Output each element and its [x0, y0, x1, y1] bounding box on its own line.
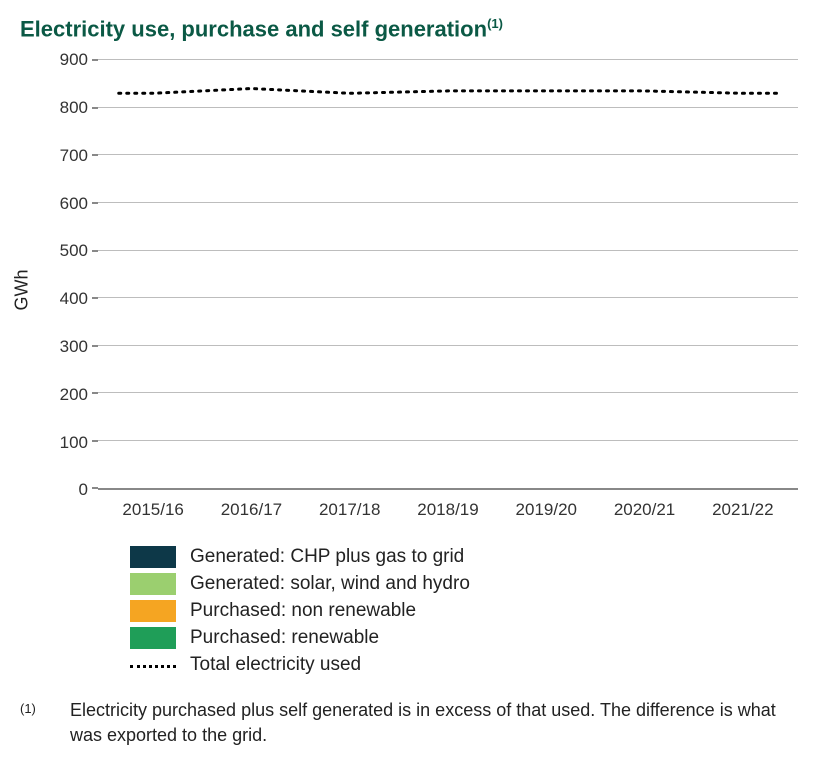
x-tick-label: 2020/21 [595, 494, 693, 520]
y-tick-label: 700 [60, 146, 88, 166]
x-tick-label: 2019/20 [497, 494, 595, 520]
grid-line [98, 202, 798, 203]
legend-item: Generated: solar, wind and hydro [130, 573, 802, 595]
legend-swatch-line [130, 654, 176, 676]
legend-label: Total electricity used [190, 654, 361, 676]
grid-line [98, 345, 798, 346]
bar-slot [301, 60, 399, 488]
y-tick-label: 300 [60, 337, 88, 357]
legend-label: Generated: CHP plus gas to grid [190, 546, 464, 568]
bar-slot [104, 60, 202, 488]
grid-line [98, 297, 798, 298]
y-axis-label: GWh [12, 270, 33, 311]
bars-container [98, 60, 798, 488]
footnote-marker: (1) [20, 698, 70, 747]
y-tick-label: 500 [60, 241, 88, 261]
y-tick-label: 600 [60, 194, 88, 214]
x-tick-label: 2017/18 [301, 494, 399, 520]
legend-swatch [130, 546, 176, 568]
plot-region [98, 60, 798, 490]
footnote: (1) Electricity purchased plus self gene… [20, 698, 802, 747]
y-tick-label: 800 [60, 98, 88, 118]
chart-title-text: Electricity use, purchase and self gener… [20, 16, 487, 41]
legend-swatch [130, 600, 176, 622]
x-tick-label: 2021/22 [694, 494, 792, 520]
chart-title-super: (1) [487, 16, 503, 31]
grid-line [98, 154, 798, 155]
legend-swatch [130, 627, 176, 649]
y-axis-ticks: 0100200300400500600700800900 [48, 60, 94, 490]
legend-item: Purchased: renewable [130, 627, 802, 649]
legend: Generated: CHP plus gas to grid Generated… [130, 546, 802, 676]
footnote-text: Electricity purchased plus self generate… [70, 698, 802, 747]
y-tick-label: 100 [60, 433, 88, 453]
legend-label: Purchased: renewable [190, 627, 379, 649]
legend-item: Purchased: non renewable [130, 600, 802, 622]
legend-label: Generated: solar, wind and hydro [190, 573, 470, 595]
y-tick-label: 200 [60, 385, 88, 405]
bar-slot [595, 60, 693, 488]
bar-slot [694, 60, 792, 488]
legend-swatch [130, 573, 176, 595]
y-tick-label: 900 [60, 50, 88, 70]
grid-line [98, 107, 798, 108]
y-tick-label: 400 [60, 289, 88, 309]
chart-title: Electricity use, purchase and self gener… [20, 16, 802, 42]
x-tick-label: 2016/17 [202, 494, 300, 520]
bar-slot [497, 60, 595, 488]
grid-line [98, 392, 798, 393]
chart-area: GWh 0100200300400500600700800900 2015/16… [48, 60, 802, 520]
legend-item: Total electricity used [130, 654, 802, 676]
grid-line [98, 440, 798, 441]
x-tick-label: 2015/16 [104, 494, 202, 520]
x-tick-label: 2018/19 [399, 494, 497, 520]
y-tick-label: 0 [79, 480, 88, 500]
legend-label: Purchased: non renewable [190, 600, 416, 622]
grid-line [98, 250, 798, 251]
x-axis-labels: 2015/162016/172017/182018/192019/202020/… [98, 494, 798, 520]
bar-slot [202, 60, 300, 488]
bar-slot [399, 60, 497, 488]
grid-line [98, 59, 798, 60]
legend-item: Generated: CHP plus gas to grid [130, 546, 802, 568]
